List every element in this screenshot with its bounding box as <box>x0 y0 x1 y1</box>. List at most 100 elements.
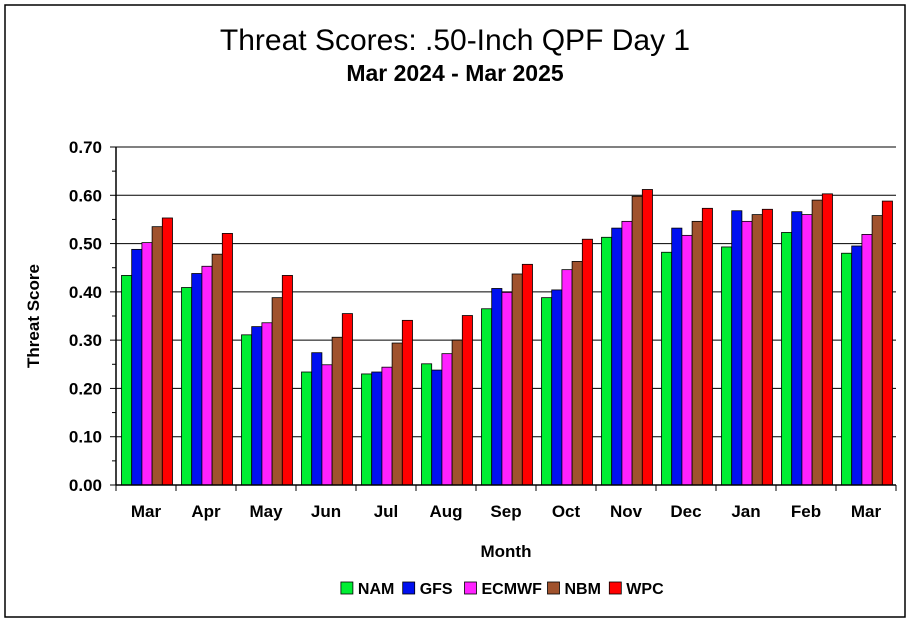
legend-swatch-ecmwf <box>464 581 477 595</box>
bar-gfs-nov <box>611 227 623 486</box>
bar-nbm-nov <box>631 195 643 486</box>
bar-ecmwf-jun <box>321 364 333 486</box>
x-tick-label: Jan <box>731 502 760 521</box>
bar-gfs-oct <box>551 289 563 486</box>
x-tick-label: Aug <box>429 502 462 521</box>
legend-label-nbm: NBM <box>565 581 601 598</box>
bar-gfs-may <box>251 326 263 486</box>
y-tick-label: 0.60 <box>69 186 102 205</box>
bar-nam-dec <box>661 251 673 486</box>
x-tick-label: Apr <box>191 502 221 521</box>
bar-ecmwf-nov <box>621 220 633 486</box>
x-tick-label: Mar <box>131 502 162 521</box>
legend-label-wpc: WPC <box>626 581 664 598</box>
bar-ecmwf-oct <box>561 269 573 486</box>
bar-nam-mar <box>841 252 853 486</box>
bar-nam-sep <box>481 308 493 486</box>
bar-nam-jul <box>361 373 373 486</box>
bar-nam-mar <box>121 275 133 486</box>
bar-ecmwf-mar <box>861 233 873 486</box>
x-tick-label: Oct <box>552 502 581 521</box>
y-axis-label: Threat Score <box>24 264 43 368</box>
legend-label-gfs: GFS <box>420 581 453 598</box>
x-tick-label: Feb <box>791 502 821 521</box>
y-tick-label: 0.30 <box>69 331 102 350</box>
bar-nbm-may <box>271 297 283 486</box>
bar-nbm-jan <box>751 214 763 486</box>
bar-gfs-jul <box>371 371 383 486</box>
y-tick-label: 0.00 <box>69 476 102 495</box>
bar-gfs-dec <box>671 227 683 486</box>
x-tick-label: Sep <box>490 502 521 521</box>
bar-nbm-aug <box>451 339 463 486</box>
bar-nam-apr <box>181 287 193 486</box>
bar-nam-may <box>241 334 253 486</box>
bar-ecmwf-sep <box>501 291 513 486</box>
bar-wpc-feb <box>821 193 833 486</box>
x-axis-label: Month <box>481 542 532 561</box>
bar-ecmwf-jul <box>381 366 393 486</box>
bar-gfs-jun <box>311 352 323 486</box>
legend-label-nam: NAM <box>358 581 394 598</box>
legend-label-ecmwf: ECMWF <box>482 581 543 598</box>
bar-nam-nov <box>601 236 613 486</box>
bar-ecmwf-may <box>261 322 273 486</box>
bar-nbm-mar <box>871 215 883 486</box>
bar-wpc-dec <box>701 207 713 486</box>
bar-ecmwf-apr <box>201 265 213 486</box>
bar-ecmwf-dec <box>681 234 693 486</box>
x-tick-label: May <box>249 502 283 521</box>
bar-wpc-jan <box>761 208 773 486</box>
bar-wpc-mar <box>161 217 173 486</box>
bar-wpc-jun <box>341 313 353 486</box>
bar-ecmwf-mar <box>141 242 153 486</box>
bar-nbm-sep <box>511 273 523 486</box>
legend: NAM GFS ECMWF NBM WPC <box>340 581 664 598</box>
x-tick-label: Jul <box>374 502 399 521</box>
bar-wpc-may <box>281 275 293 486</box>
bar-ecmwf-jan <box>741 220 753 486</box>
x-tick-label: Jun <box>311 502 341 521</box>
y-tick-label: 0.10 <box>69 428 102 447</box>
legend-swatch-wpc <box>608 581 622 595</box>
bar-gfs-apr <box>191 273 203 486</box>
bar-nbm-dec <box>691 220 703 486</box>
bar-gfs-feb <box>791 211 803 486</box>
bar-nam-aug <box>421 363 433 486</box>
legend-swatch-nam <box>340 581 354 595</box>
bar-nbm-feb <box>811 199 823 486</box>
bar-gfs-sep <box>491 288 503 486</box>
bar-wpc-nov <box>641 189 653 486</box>
bar-gfs-mar <box>131 248 143 486</box>
x-tick-label: Dec <box>670 502 701 521</box>
y-tick-label: 0.70 <box>69 138 102 157</box>
legend-swatch-gfs <box>402 581 416 595</box>
bar-nbm-mar <box>151 226 163 486</box>
legend-swatch-nbm <box>547 581 560 595</box>
bar-wpc-apr <box>221 233 233 486</box>
bar-nam-jan <box>721 246 733 486</box>
bar-wpc-mar <box>881 200 893 486</box>
bar-gfs-jan <box>731 210 743 486</box>
chart-subtitle: Mar 2024 - Mar 2025 <box>346 60 564 86</box>
bar-nbm-jun <box>331 336 343 486</box>
y-tick-label: 0.20 <box>69 379 102 398</box>
bar-nam-jun <box>301 371 313 486</box>
x-tick-label: Nov <box>610 502 643 521</box>
bar-gfs-mar <box>851 245 863 486</box>
bar-wpc-jul <box>401 319 413 486</box>
bar-ecmwf-aug <box>441 353 453 486</box>
bar-nbm-apr <box>211 253 223 486</box>
bar-nam-oct <box>541 297 553 486</box>
bar-wpc-oct <box>581 238 593 486</box>
bar-ecmwf-feb <box>801 214 813 486</box>
bar-nbm-jul <box>391 342 403 486</box>
plot-area: 0.00 0.10 0.20 0.30 0.40 0.50 0.60 0.70 Mar Apr Ma… <box>69 138 897 521</box>
y-tick-label: 0.40 <box>69 283 102 302</box>
x-tick-label: Mar <box>851 502 882 521</box>
bar-wpc-aug <box>461 315 473 486</box>
bar-wpc-sep <box>521 263 533 486</box>
y-tick-label: 0.50 <box>69 235 102 254</box>
